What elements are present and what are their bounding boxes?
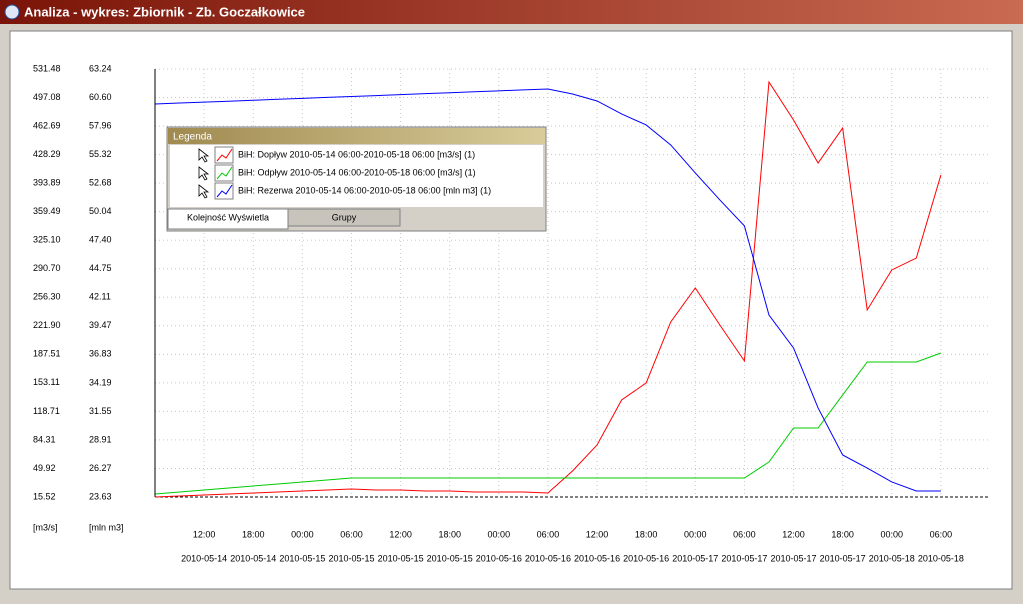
x-tick-date: 2010-05-17 xyxy=(820,553,866,563)
legend-swatch-box xyxy=(214,182,234,200)
legend-swatch xyxy=(216,148,233,162)
legend[interactable]: Legenda Kolejność Wyświetla Grupy BiH: D… xyxy=(166,126,547,232)
x-tick-label: 18:00 xyxy=(831,529,854,539)
title-bar xyxy=(0,0,1023,24)
y2-tick-label: 36.83 xyxy=(89,349,112,359)
y2-tick-label: 23.63 xyxy=(89,491,112,501)
y2-tick-label: 44.75 xyxy=(89,263,112,273)
y-tick-label: 393.89 xyxy=(33,178,61,188)
x-tick-date: 2010-05-16 xyxy=(525,553,571,563)
y2-tick-label: 50.04 xyxy=(89,206,112,216)
x-tick-label: 18:00 xyxy=(635,529,658,539)
series-line xyxy=(154,80,942,498)
x-tick-label: 18:00 xyxy=(242,529,265,539)
y-tick-label: 118.71 xyxy=(33,406,60,416)
legend-tab[interactable] xyxy=(287,208,401,227)
legend-pointer xyxy=(198,166,210,181)
legend-label: BiH: Dopływ 2010-05-14 06:00-2010-05-18 … xyxy=(238,149,475,159)
y2-tick-label: 47.40 xyxy=(89,235,112,245)
x-tick-label: 06:00 xyxy=(733,529,756,539)
y-tick-label: 325.10 xyxy=(33,235,61,245)
y2-tick-label: 63.24 xyxy=(89,63,112,73)
y2-tick-label: 34.19 xyxy=(89,377,112,387)
y-tick-label: 49.92 xyxy=(33,463,56,473)
x-tick-date: 2010-05-17 xyxy=(721,553,767,563)
y-tick-label: 15.52 xyxy=(33,491,56,501)
y-tick-label: 84.31 xyxy=(33,434,56,444)
x-tick-label: 18:00 xyxy=(438,529,461,539)
legend-swatch xyxy=(216,184,233,198)
y-tick-label: 187.51 xyxy=(33,349,61,359)
x-tick-date: 2010-05-18 xyxy=(918,553,964,563)
app-icon xyxy=(4,4,20,20)
y2-tick-label: 39.47 xyxy=(89,320,112,330)
legend-swatch-box xyxy=(214,164,234,182)
y-tick-label: 153.11 xyxy=(33,377,60,387)
x-tick-date: 2010-05-16 xyxy=(476,553,522,563)
y-unit: [m3/s] xyxy=(33,522,58,532)
y2-unit: [mln m3] xyxy=(89,522,124,532)
legend-label: BiH: Rezerwa 2010-05-14 06:00-2010-05-18… xyxy=(238,185,491,195)
x-tick-date: 2010-05-14 xyxy=(230,553,276,563)
y2-tick-label: 52.68 xyxy=(89,177,112,187)
legend-title: Legenda xyxy=(173,132,212,143)
x-tick-date: 2010-05-15 xyxy=(279,553,325,563)
x-tick-label: 06:00 xyxy=(537,529,560,539)
y-tick-label: 221.90 xyxy=(33,320,61,330)
legend-title-bar xyxy=(168,128,545,144)
series-line xyxy=(154,88,941,492)
y-tick-label: 359.49 xyxy=(33,206,61,216)
x-tick-label: 12:00 xyxy=(782,529,805,539)
x-tick-label: 00:00 xyxy=(291,529,314,539)
legend-pointer xyxy=(198,184,210,199)
y-tick-label: 497.08 xyxy=(33,92,61,102)
x-tick-label: 06:00 xyxy=(930,529,953,539)
y2-tick-label: 57.96 xyxy=(89,120,112,130)
window-title: Analiza - wykres: Zbiornik - Zb. Goczałk… xyxy=(24,4,305,19)
x-tick-date: 2010-05-17 xyxy=(771,553,817,563)
y2-tick-label: 28.91 xyxy=(89,434,112,444)
y2-tick-label: 42.11 xyxy=(89,292,111,302)
y2-tick-label: 60.60 xyxy=(89,92,112,102)
x-tick-label: 06:00 xyxy=(340,529,363,539)
y2-tick-label: 26.27 xyxy=(89,463,112,473)
y-tick-label: 290.70 xyxy=(33,263,61,273)
x-tick-date: 2010-05-18 xyxy=(869,553,915,563)
legend-swatch xyxy=(216,166,233,180)
legend-label: BiH: Odpływ 2010-05-14 06:00-2010-05-18 … xyxy=(238,167,476,177)
x-tick-label: 12:00 xyxy=(389,529,412,539)
x-tick-label: 00:00 xyxy=(880,529,903,539)
x-tick-date: 2010-05-15 xyxy=(378,553,424,563)
y2-tick-label: 31.55 xyxy=(89,406,112,416)
x-tick-date: 2010-05-16 xyxy=(574,553,620,563)
y-tick-label: 531.48 xyxy=(33,63,61,73)
x-tick-date: 2010-05-15 xyxy=(427,553,473,563)
legend-swatch-box xyxy=(214,146,234,164)
legend-pointer xyxy=(198,148,210,163)
series-line xyxy=(154,352,942,495)
x-tick-date: 2010-05-17 xyxy=(672,553,718,563)
x-tick-date: 2010-05-14 xyxy=(181,553,227,563)
x-tick-label: 00:00 xyxy=(684,529,707,539)
x-tick-date: 2010-05-16 xyxy=(623,553,669,563)
chart-area xyxy=(9,30,1013,590)
x-tick-label: 12:00 xyxy=(193,529,216,539)
y2-tick-label: 55.32 xyxy=(89,149,112,159)
x-tick-date: 2010-05-15 xyxy=(328,553,374,563)
x-tick-label: 00:00 xyxy=(488,529,511,539)
y-tick-label: 428.29 xyxy=(33,149,61,159)
y-tick-label: 462.69 xyxy=(33,120,61,130)
y-tick-label: 256.30 xyxy=(33,292,61,302)
x-tick-label: 12:00 xyxy=(586,529,609,539)
legend-tab-label[interactable]: Kolejność Wyświetla xyxy=(187,212,269,222)
legend-tab-label[interactable]: Grupy xyxy=(332,212,357,222)
